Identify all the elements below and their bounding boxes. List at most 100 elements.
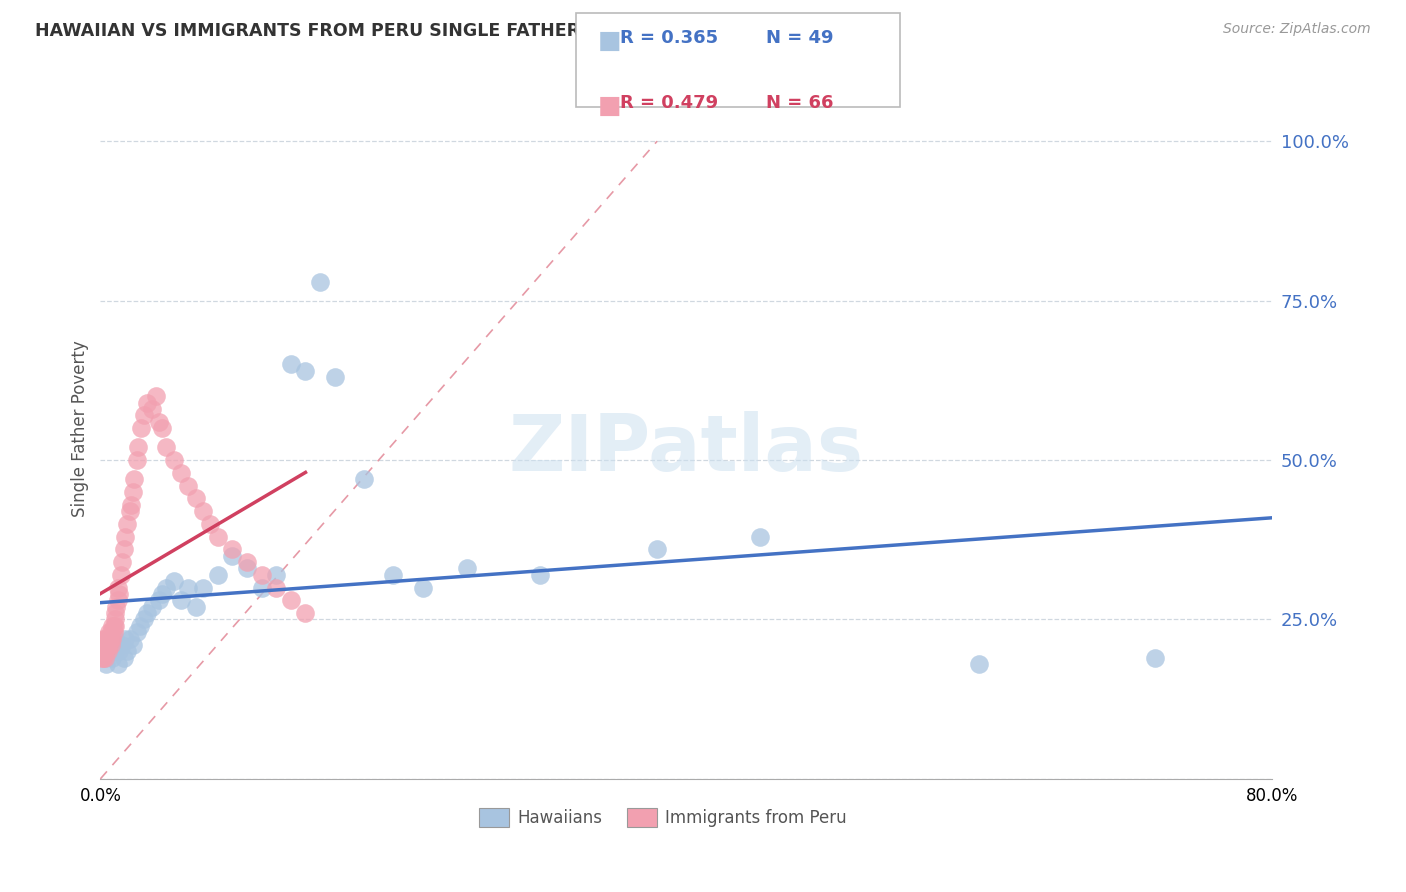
Point	[148, 593, 170, 607]
Point	[112, 542, 135, 557]
Point	[170, 466, 193, 480]
Point	[136, 606, 159, 620]
Point	[108, 587, 131, 601]
Point	[184, 599, 207, 614]
Point	[97, 632, 120, 646]
Point	[97, 638, 120, 652]
Point	[104, 612, 127, 626]
Point	[110, 567, 132, 582]
Point	[529, 567, 551, 582]
Point	[98, 625, 121, 640]
Text: R = 0.479: R = 0.479	[620, 94, 718, 112]
Point	[264, 581, 287, 595]
Point	[191, 504, 214, 518]
Point	[121, 638, 143, 652]
Point	[191, 581, 214, 595]
Point	[294, 364, 316, 378]
Point	[236, 561, 259, 575]
Point	[122, 472, 145, 486]
Point	[103, 619, 125, 633]
Point	[150, 421, 173, 435]
Point	[1144, 650, 1167, 665]
Point	[221, 549, 243, 563]
Point	[96, 638, 118, 652]
Point	[323, 370, 346, 384]
Point	[127, 440, 149, 454]
Y-axis label: Single Father Poverty: Single Father Poverty	[72, 340, 89, 516]
Point	[969, 657, 991, 672]
Point	[148, 415, 170, 429]
Point	[91, 650, 114, 665]
Point	[104, 644, 127, 658]
Point	[93, 644, 115, 658]
Point	[91, 644, 114, 658]
Point	[96, 657, 118, 672]
Point	[155, 440, 177, 454]
Point	[150, 587, 173, 601]
Text: R = 0.365: R = 0.365	[620, 29, 718, 46]
Point	[294, 606, 316, 620]
Point	[280, 358, 302, 372]
Point	[91, 632, 114, 646]
Point	[353, 472, 375, 486]
Point	[134, 409, 156, 423]
Point	[111, 638, 134, 652]
Point	[236, 555, 259, 569]
Point	[145, 389, 167, 403]
Point	[412, 581, 434, 595]
Point	[120, 498, 142, 512]
Point	[90, 644, 112, 658]
Point	[100, 638, 122, 652]
Point	[90, 638, 112, 652]
Text: Source: ZipAtlas.com: Source: ZipAtlas.com	[1223, 22, 1371, 37]
Point	[91, 638, 114, 652]
Point	[115, 516, 138, 531]
Point	[162, 574, 184, 589]
Point	[162, 453, 184, 467]
Point	[114, 530, 136, 544]
Text: ■: ■	[598, 29, 621, 53]
Point	[104, 606, 127, 620]
Point	[103, 638, 125, 652]
Point	[125, 625, 148, 640]
Point	[221, 542, 243, 557]
Point	[645, 542, 668, 557]
Point	[98, 632, 121, 646]
Point	[105, 599, 128, 614]
Point	[98, 632, 121, 646]
Point	[111, 555, 134, 569]
Point	[93, 632, 115, 646]
Legend: Hawaiians, Immigrants from Peru: Hawaiians, Immigrants from Peru	[472, 801, 853, 834]
Point	[90, 650, 112, 665]
Point	[129, 619, 152, 633]
Point	[382, 567, 405, 582]
Point	[136, 395, 159, 409]
Point	[125, 453, 148, 467]
Point	[134, 612, 156, 626]
Point	[118, 504, 141, 518]
Text: ■: ■	[598, 94, 621, 118]
Point	[108, 644, 131, 658]
Point	[170, 593, 193, 607]
Point	[97, 638, 120, 652]
Text: ZIPatlas: ZIPatlas	[509, 411, 863, 487]
Point	[100, 644, 122, 658]
Point	[103, 625, 125, 640]
Point	[141, 402, 163, 417]
Point	[121, 485, 143, 500]
Point	[98, 638, 121, 652]
Point	[748, 530, 770, 544]
Point	[250, 581, 273, 595]
Text: N = 66: N = 66	[766, 94, 834, 112]
Point	[93, 650, 115, 665]
Point	[100, 625, 122, 640]
Point	[456, 561, 478, 575]
Point	[114, 632, 136, 646]
Point	[141, 599, 163, 614]
Point	[118, 632, 141, 646]
Point	[309, 275, 332, 289]
Point	[101, 632, 124, 646]
Point	[104, 632, 127, 646]
Point	[91, 644, 114, 658]
Point	[93, 638, 115, 652]
